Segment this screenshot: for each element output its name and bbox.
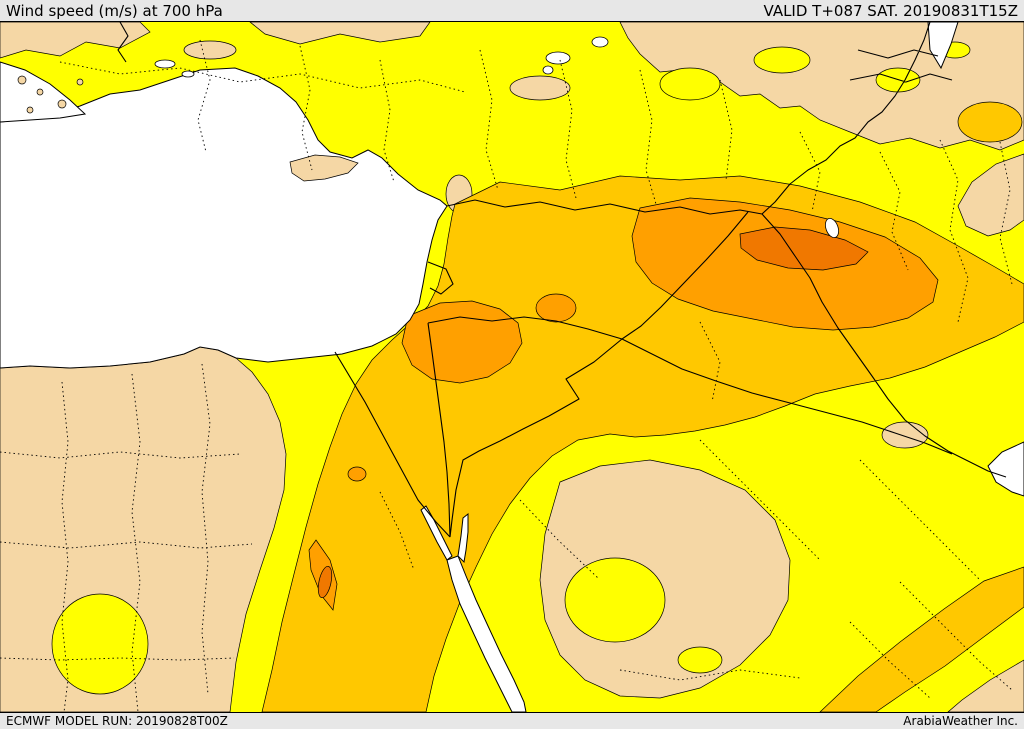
sea-gulf-of-suez	[420, 505, 453, 561]
sea-mediterranean	[0, 67, 448, 369]
lakes	[542, 36, 839, 239]
island-aegean-2	[36, 88, 44, 96]
sea-red-sea	[446, 555, 527, 712]
lake-egirdir	[542, 65, 554, 75]
sea-regions	[0, 22, 1024, 712]
map-footer-bar: ECMWF MODEL RUN: 20190828T00Z ArabiaWeat…	[0, 712, 1024, 729]
tan-region-top-left	[0, 22, 151, 59]
island-aegean-5	[76, 78, 84, 86]
yellow-inlier-patches	[51, 41, 971, 695]
sea-caspian	[927, 22, 959, 70]
yellow-patch-saudi-small	[677, 646, 723, 674]
islands	[17, 75, 359, 182]
sea-marmara-strait	[181, 70, 195, 78]
lake-anatolia-small	[591, 36, 609, 48]
island-cyprus	[289, 154, 359, 182]
deep-orange-spot-red-sea-coast	[317, 565, 333, 599]
map-header-bar: Wind speed (m/s) at 700 hPa VALID T+087 …	[0, 0, 1024, 22]
brand-label: ArabiaWeather Inc.	[903, 714, 1018, 728]
island-aegean-1	[17, 75, 27, 85]
gold-patch-top-right	[957, 101, 1023, 143]
yellow-patch-saudi	[564, 557, 666, 643]
tan-region-top-middle	[249, 22, 431, 45]
gold-bottom-right-stripe	[819, 566, 1024, 712]
tan-region-northeast	[619, 22, 1024, 151]
tan-region-bottom-right-corner	[947, 659, 1024, 712]
sea-gulf-of-aqaba	[457, 512, 469, 564]
yellow-patch-southwest-egypt	[51, 593, 149, 695]
valid-time-label: VALID T+087 SAT. 20190831T15Z	[763, 1, 1018, 20]
orange-spot-sinai	[347, 466, 367, 482]
yellow-patch-northeast-1	[659, 67, 721, 101]
tan-region-east-edge	[957, 153, 1024, 237]
deep-orange-core-north-iraq	[739, 226, 869, 271]
admin-boundaries-dotted	[0, 39, 1013, 712]
country-borders	[117, 22, 1007, 538]
model-run-label: ECMWF MODEL RUN: 20190828T00Z	[6, 714, 228, 728]
orange-patch-syria	[535, 293, 577, 323]
tan-patch-east-desert	[881, 421, 929, 449]
sea-marmara	[154, 59, 176, 69]
sea-persian-gulf	[987, 441, 1024, 497]
lake-tuz	[545, 51, 571, 65]
yellow-patch-northeast-2	[753, 46, 811, 74]
lake-urmia	[825, 217, 839, 239]
wind-speed-map-canvas	[0, 22, 1024, 712]
island-aegean-3	[57, 99, 67, 109]
tan-patch-west-turkey	[183, 40, 237, 60]
island-aegean-4	[26, 106, 34, 114]
map-title: Wind speed (m/s) at 700 hPa	[6, 1, 223, 20]
tan-patch-central-turkey	[509, 75, 571, 101]
deep-orange-wind-band-regions	[317, 226, 869, 599]
weather-map-area	[0, 22, 1024, 712]
